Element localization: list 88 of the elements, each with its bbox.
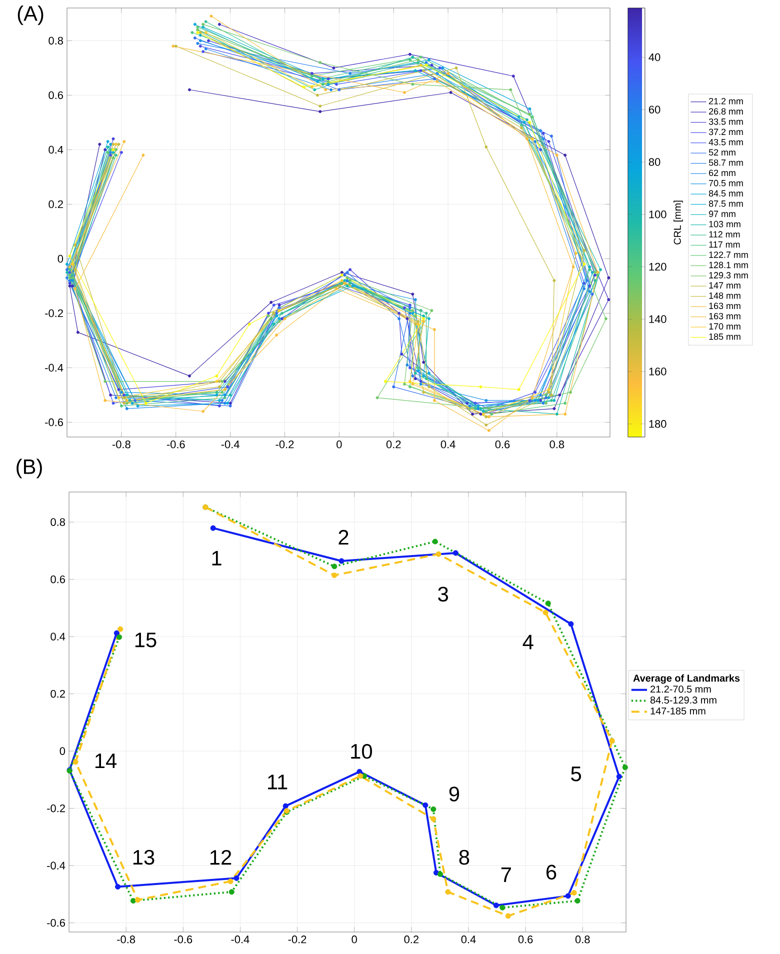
- x-tick-label: -0.2: [288, 936, 306, 944]
- chart-title: (A): [18, 6, 44, 26]
- color-bar-label: 180: [649, 420, 666, 428]
- y-tick-label: 0: [60, 747, 66, 755]
- x-tick-label: -0.4: [221, 440, 240, 448]
- legend-label: 26.8 mm: [709, 108, 743, 115]
- y-tick-label: 0.8: [48, 36, 63, 45]
- legend-label: 21.2-70.5 mm: [650, 686, 711, 693]
- legend-label: 103 mm: [709, 220, 740, 228]
- legend-label: 84.5 mm: [708, 190, 743, 197]
- x-tick-label: 0.2: [386, 440, 401, 448]
- legend-label: 163 mm: [709, 312, 740, 320]
- annotation: 2: [338, 530, 348, 545]
- x-tick-label: -0.6: [174, 936, 192, 944]
- y-tick-label: 0.4: [48, 146, 64, 154]
- color-bar-title: CRL [mm]: [674, 200, 683, 244]
- legend-label: 122.7 mm: [709, 252, 748, 258]
- annotation: 4: [522, 634, 534, 650]
- y-tick-label: 0.4: [50, 632, 66, 640]
- x-tick-label: -0.6: [166, 440, 185, 448]
- legend-label: 37.2 mm: [708, 128, 743, 136]
- annotation: 11: [268, 774, 288, 790]
- y-tick-label: -0.6: [45, 418, 63, 426]
- annotation: 9: [449, 786, 460, 802]
- legend-label: 147-185 mm: [650, 707, 706, 715]
- y-tick-label: 0: [58, 254, 64, 263]
- x-tick-label: 0.4: [440, 440, 456, 448]
- annotation: 12: [210, 850, 232, 865]
- x-tick-label: 0: [336, 440, 342, 448]
- legend-title: Average of Landmarks: [633, 674, 740, 684]
- legend-label: 33.5 mm: [708, 118, 743, 125]
- x-tick-label: -0.2: [276, 440, 294, 448]
- x-tick-label: 0.8: [550, 440, 564, 448]
- y-tick-label: 0.2: [48, 200, 63, 208]
- x-tick-label: 0.2: [404, 936, 418, 944]
- legend-label: 128.1 mm: [709, 262, 748, 268]
- annotation: 8: [459, 850, 470, 865]
- annotation: 1: [212, 550, 222, 566]
- legend-label: 112 mm: [709, 231, 740, 238]
- legend-label: 84.5-129.3 mm: [650, 696, 716, 704]
- annotation: 6: [546, 864, 556, 880]
- legend-label: 52 mm: [708, 149, 736, 156]
- chart-title: (B): [16, 458, 42, 478]
- annotation: 14: [95, 754, 117, 768]
- legend-label: 129.3 mm: [709, 272, 748, 278]
- legend-label: 147 mm: [709, 282, 740, 288]
- y-tick-label: -0.4: [47, 862, 66, 870]
- legend-label: 117 mm: [709, 241, 740, 248]
- x-tick-label: -0.8: [117, 936, 136, 944]
- legend-label: 148 mm: [709, 292, 740, 299]
- annotation: 3: [438, 586, 448, 602]
- x-tick-label: 0.6: [518, 936, 533, 944]
- annotation: 13: [133, 850, 154, 865]
- x-tick-label: -0.8: [112, 440, 130, 448]
- color-bar-label: 80: [648, 158, 660, 166]
- legend-label: 43.5 mm: [708, 138, 743, 146]
- color-bar-label: 140: [649, 315, 666, 324]
- x-tick-label: 0.6: [495, 440, 510, 448]
- x-tick-label: 0: [352, 936, 357, 944]
- color-bar-label: 100: [649, 210, 666, 218]
- legend-label: 21.2 mm: [709, 98, 743, 104]
- annotation: 5: [571, 766, 581, 782]
- annotation: 10: [351, 744, 372, 759]
- color-bar-label: 40: [648, 53, 660, 62]
- y-tick-label: -0.2: [47, 804, 65, 812]
- legend-label: 185 mm: [709, 333, 740, 340]
- y-tick-label: 0.2: [50, 690, 65, 698]
- legend-label: 97 mm: [708, 210, 736, 218]
- annotation: 15: [135, 632, 156, 648]
- color-bar-label: 60: [649, 106, 660, 114]
- annotation: 7: [501, 868, 511, 882]
- legend-label: 163 mm: [709, 302, 740, 310]
- color-bar-label: 160: [649, 368, 666, 376]
- y-tick-label: 0.6: [50, 575, 65, 584]
- legend-label: 87.5 mm: [708, 200, 743, 207]
- legend-label: 58.7 mm: [708, 159, 743, 166]
- x-tick-label: 0.4: [461, 936, 476, 944]
- x-tick-label: -0.4: [231, 936, 250, 944]
- y-tick-label: 0.8: [50, 518, 65, 526]
- legend-label: 70.5 mm: [709, 180, 743, 186]
- x-tick-label: 0.8: [575, 936, 590, 944]
- y-tick-label: -0.6: [47, 918, 65, 927]
- color-bar-label: 120: [649, 262, 666, 271]
- legend-label: 62 mm: [709, 170, 736, 176]
- y-tick-label: 0.6: [48, 91, 63, 100]
- y-tick-label: -0.4: [45, 364, 64, 372]
- y-tick-label: -0.2: [45, 309, 63, 318]
- legend-label: 170 mm: [709, 323, 740, 330]
